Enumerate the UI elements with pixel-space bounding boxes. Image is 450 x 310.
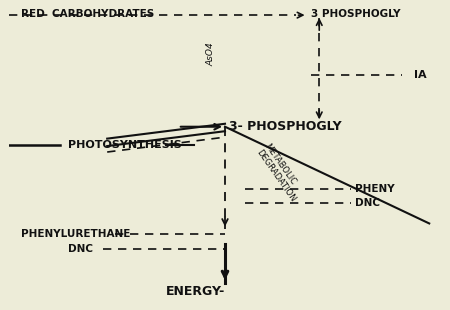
Text: 3 PHOSPHOGLY: 3 PHOSPHOGLY: [311, 9, 401, 19]
Text: DNC: DNC: [355, 197, 380, 208]
Text: IA: IA: [414, 70, 426, 80]
Text: METABOLIC
DEGRADATION: METABOLIC DEGRADATION: [254, 142, 306, 204]
Text: PHOTOSYNTHESIS: PHOTOSYNTHESIS: [68, 140, 182, 150]
Text: PHENYLURETHANE: PHENYLURETHANE: [21, 229, 130, 239]
Text: ENERGY-: ENERGY-: [166, 286, 225, 299]
Text: AsO4: AsO4: [207, 42, 216, 66]
Text: DNC: DNC: [68, 244, 93, 254]
Text: RED  CARBOHYDRATES: RED CARBOHYDRATES: [21, 9, 154, 19]
Text: PHENY: PHENY: [355, 184, 394, 194]
Text: 3- PHOSPHOGLY: 3- PHOSPHOGLY: [229, 120, 342, 133]
